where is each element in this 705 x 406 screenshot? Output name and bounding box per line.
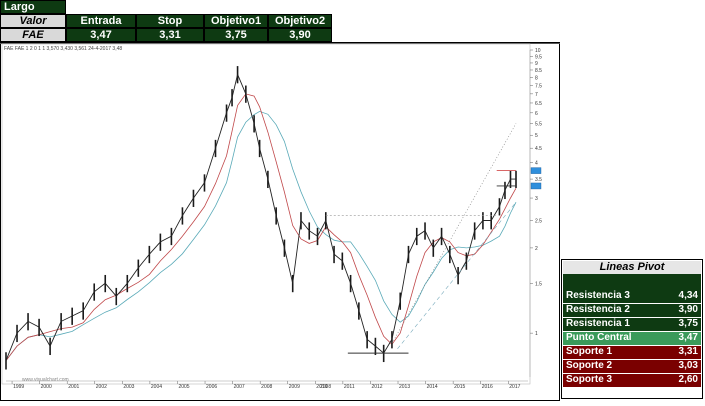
x-tick-label: 2001 — [68, 384, 79, 390]
y-tick-label: 6.5 — [535, 101, 542, 107]
y-tick-label: 9.5 — [535, 54, 542, 60]
pivot-row-label: Soporte 1 — [566, 346, 613, 357]
pivot-row-label: Soporte 3 — [566, 374, 613, 385]
y-tick-label: 10 — [535, 48, 541, 54]
x-mid-label: 2008 — [320, 384, 331, 390]
x-tick-label: 2008 — [261, 384, 272, 390]
row-objetivo1-value: 3,75 — [204, 28, 268, 42]
y-tick-label: 7.5 — [535, 83, 542, 89]
header-objetivo2: Objetivo2 — [268, 14, 332, 28]
y-tick-label: 3.5 — [535, 177, 542, 183]
upper-trend-channel — [391, 123, 517, 344]
price-line — [5, 72, 516, 361]
x-tick-label: 2002 — [96, 384, 107, 390]
trade-table-title: Largo — [0, 0, 66, 14]
pivot-row-label: Resistencia 2 — [566, 304, 630, 315]
pivot-row-value: 3,47 — [678, 332, 698, 343]
pivot-row-resistencia-1: Resistencia 1 3,75 — [563, 318, 701, 331]
y-tick-label: 5.5 — [535, 122, 542, 128]
x-tick-label: 2005 — [178, 384, 189, 390]
pivot-row-label: Resistencia 1 — [566, 318, 630, 329]
x-tick-label: 2016 — [482, 384, 493, 390]
pivot-spacer — [563, 274, 701, 290]
chart-header-info: FAE FAE 1 2 0 1 1 3,570 3,430 3,561 24-4… — [4, 46, 122, 52]
pivot-row-value: 2,60 — [678, 374, 698, 385]
x-tick-label: 2007 — [234, 384, 245, 390]
y-tick-label: 9 — [535, 61, 538, 67]
x-tick-label: 2017 — [509, 384, 520, 390]
y-tick-label: 8 — [535, 75, 538, 81]
x-tick-label: 1999 — [13, 384, 24, 390]
y-tick-label: 2.5 — [535, 218, 542, 224]
pivot-row-value: 4,34 — [678, 290, 698, 301]
y-tick-label: 8.5 — [535, 68, 542, 74]
row-objetivo2-value: 3,90 — [268, 28, 332, 42]
row-stop-value: 3,31 — [136, 28, 204, 42]
x-tick-label: 2003 — [123, 384, 134, 390]
pivot-row-value: 3,31 — [678, 346, 698, 357]
y-tick-label: 2 — [535, 246, 538, 252]
y-tick-label: 1.5 — [535, 281, 542, 287]
y-tick-label: 4 — [535, 161, 538, 167]
row-entrada-value: 3,47 — [66, 28, 136, 42]
pivot-row-resistencia-3: Resistencia 3 4,34 — [563, 290, 701, 303]
pivot-row-resistencia-2: Resistencia 2 3,90 — [563, 304, 701, 317]
moving-average-short — [5, 93, 517, 361]
y-tick-label: 5 — [535, 133, 538, 139]
price-level-marker — [530, 182, 542, 190]
pivot-row-value: 3,90 — [678, 304, 698, 315]
pivot-row-value: 3,03 — [678, 360, 698, 371]
price-level-marker — [530, 167, 542, 174]
pivot-table: Lineas Pivot Resistencia 3 4,34 Resistenci… — [561, 259, 703, 399]
chart-watermark: www.visualchart.com — [22, 377, 69, 383]
y-tick-label: 4.5 — [535, 146, 542, 152]
x-tick-label: 2012 — [371, 384, 382, 390]
header-entrada: Entrada — [66, 14, 136, 28]
y-tick-label: 1 — [535, 331, 538, 337]
y-tick-label: 3 — [535, 196, 538, 202]
lower-trend-channel — [397, 202, 517, 350]
x-tick-label: 2011 — [344, 384, 355, 390]
header-stop: Stop — [136, 14, 204, 28]
y-tick-label: 6 — [535, 111, 538, 117]
price-chart: FAE FAE 1 2 0 1 1 3,570 3,430 3,561 24-4… — [0, 42, 560, 401]
x-tick-label: 2015 — [454, 384, 465, 390]
pivot-row-value: 3,75 — [678, 318, 698, 329]
x-tick-label: 2010 — [316, 384, 327, 390]
x-tick-label: 2013 — [399, 384, 410, 390]
pivot-table-title: Lineas Pivot — [563, 261, 701, 275]
y-tick-label: 7 — [535, 92, 538, 98]
x-tick-label: 2006 — [206, 384, 217, 390]
x-tick-label: 2014 — [427, 384, 438, 390]
moving-average-long — [5, 110, 517, 361]
pivot-row-soporte-3: Soporte 3 2,60 — [563, 374, 701, 387]
x-tick-label: 2000 — [41, 384, 52, 390]
x-tick-label: 2004 — [151, 384, 162, 390]
pivot-row-soporte-1: Soporte 1 3,31 — [563, 346, 701, 359]
price-chart-svg: FAE FAE 1 2 0 1 1 3,570 3,430 3,561 24-4… — [0, 42, 560, 401]
header-valor: Valor — [0, 14, 66, 28]
pivot-row-label: Punto Central — [566, 332, 632, 343]
pivot-row-punto-central: Punto Central 3,47 — [563, 332, 701, 345]
pivot-row-soporte-2: Soporte 2 3,03 — [563, 360, 701, 373]
header-objetivo1: Objetivo1 — [204, 14, 268, 28]
pivot-row-label: Soporte 2 — [566, 360, 613, 371]
pivot-row-label: Resistencia 3 — [566, 290, 630, 301]
x-tick-label: 2009 — [289, 384, 300, 390]
row-valor-fae: FAE — [0, 28, 66, 42]
